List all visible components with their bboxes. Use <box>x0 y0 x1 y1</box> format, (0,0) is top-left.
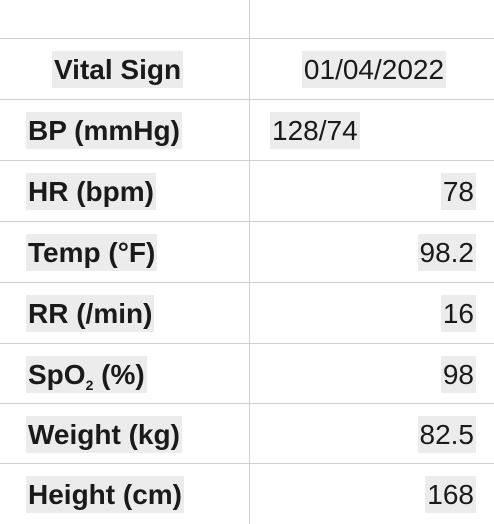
row-bp-value: 128/74 <box>270 111 360 149</box>
row-rr-value-cell[interactable]: 16 <box>250 283 476 343</box>
row-spo2-label-cell[interactable]: SpO2 (%) <box>26 344 246 404</box>
row-bp-label: BP (mmHg) <box>26 111 182 149</box>
row-hr-value-cell[interactable]: 78 <box>250 161 476 221</box>
row-spo2-label-subscript: 2 <box>85 376 94 393</box>
row-weight-label-cell[interactable]: Weight (kg) <box>26 404 246 464</box>
header-date-label: 01/04/2022 <box>301 50 447 88</box>
row-hr-label-cell[interactable]: HR (bpm) <box>26 161 246 221</box>
row-hr-value: 78 <box>440 172 476 210</box>
row-weight-value: 82.5 <box>417 415 476 453</box>
row-divider <box>0 343 494 344</box>
row-rr-label-cell[interactable]: RR (/min) <box>26 283 246 343</box>
row-spo2-value: 98 <box>440 355 476 393</box>
row-weight-label: Weight (kg) <box>26 415 182 453</box>
row-spo2-label-suffix: (%) <box>93 358 145 390</box>
row-divider <box>0 282 494 283</box>
row-spo2-label: SpO2 (%) <box>26 355 147 393</box>
row-divider <box>0 160 494 161</box>
row-temp-value: 98.2 <box>417 233 476 271</box>
row-spo2-value-cell[interactable]: 98 <box>250 344 476 404</box>
header-date-cell[interactable]: 01/04/2022 <box>256 39 492 99</box>
row-divider <box>0 463 494 464</box>
row-height-label: Height (cm) <box>26 475 184 513</box>
row-bp-label-cell[interactable]: BP (mmHg) <box>26 100 246 160</box>
row-divider <box>0 221 494 222</box>
row-divider <box>0 403 494 404</box>
row-temp-value-cell[interactable]: 98.2 <box>250 222 476 282</box>
row-weight-value-cell[interactable]: 82.5 <box>250 404 476 464</box>
row-rr-value: 16 <box>440 294 476 332</box>
row-divider <box>0 38 494 39</box>
header-vital-sign-cell[interactable]: Vital Sign <box>52 39 272 99</box>
row-hr-label: HR (bpm) <box>26 172 156 210</box>
row-height-value: 168 <box>425 475 476 513</box>
row-height-label-cell[interactable]: Height (cm) <box>26 464 246 524</box>
row-divider <box>0 99 494 100</box>
row-temp-label-cell[interactable]: Temp (°F) <box>26 222 246 282</box>
row-temp-label: Temp (°F) <box>26 233 158 271</box>
row-spo2-label-prefix: SpO <box>28 358 86 390</box>
header-vital-sign-label: Vital Sign <box>52 50 184 88</box>
column-divider <box>249 0 250 524</box>
row-rr-label: RR (/min) <box>26 294 155 332</box>
row-bp-value-cell[interactable]: 128/74 <box>270 100 494 160</box>
row-height-value-cell[interactable]: 168 <box>250 464 476 524</box>
